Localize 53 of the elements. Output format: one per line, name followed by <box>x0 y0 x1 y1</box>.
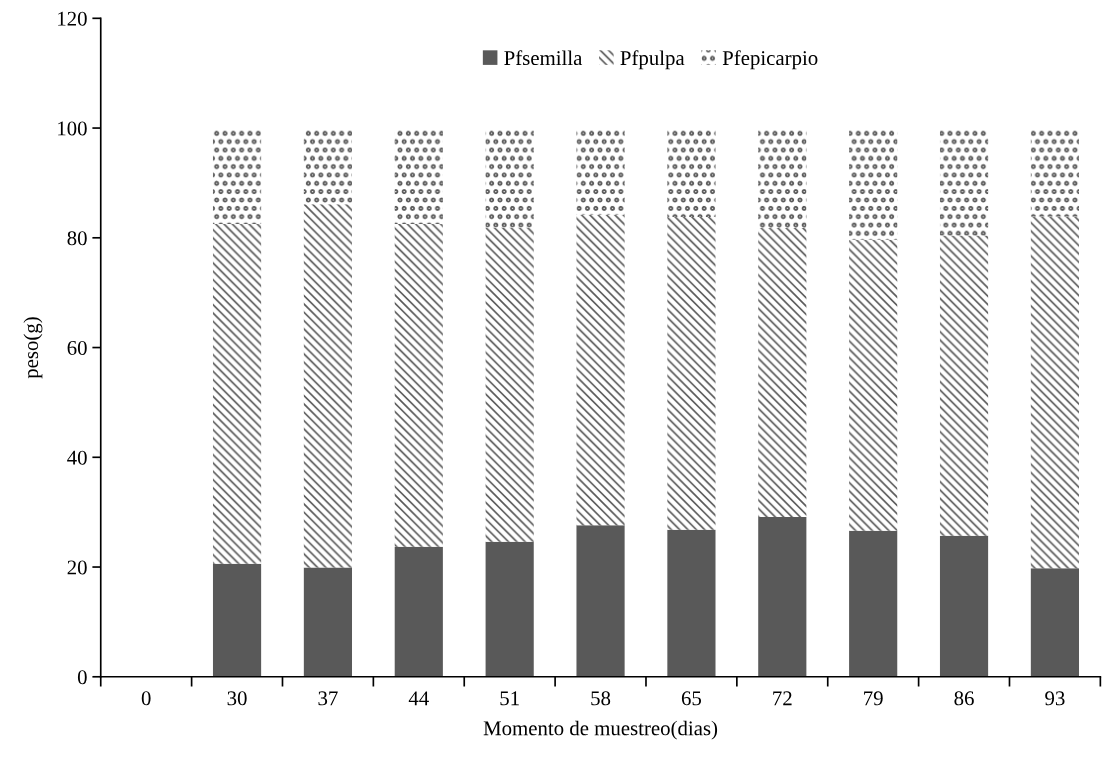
bar <box>1030 216 1079 569</box>
bar <box>667 529 716 677</box>
y-tick-label: 80 <box>67 231 87 246</box>
bar <box>758 128 807 228</box>
x-tick-label: 0 <box>141 691 151 706</box>
bar <box>303 204 353 568</box>
bar <box>939 235 989 536</box>
bar <box>576 525 625 677</box>
legend-label: Pfsemilla <box>504 50 583 66</box>
bar <box>394 224 443 547</box>
bar <box>303 128 353 205</box>
bar <box>212 224 262 564</box>
bar <box>1030 568 1079 677</box>
y-tick-label: 100 <box>58 121 87 136</box>
y-tick-label: 120 <box>58 11 87 26</box>
x-tick-label: 79 <box>864 691 883 706</box>
bar <box>485 128 534 228</box>
bar <box>485 541 534 677</box>
bar <box>394 128 443 225</box>
bar <box>939 535 989 677</box>
bar <box>849 240 898 531</box>
bar <box>758 517 807 677</box>
bar <box>576 128 625 215</box>
y-tick-label: 40 <box>67 450 87 465</box>
x-tick-label: 37 <box>318 691 338 706</box>
legend-label: Pfpulpa <box>620 50 685 70</box>
x-tick-label: 72 <box>773 691 792 706</box>
x-tick-label: 58 <box>591 691 611 706</box>
y-tick-label: 60 <box>67 340 87 355</box>
bar <box>1030 128 1079 217</box>
x-tick-label: 51 <box>500 691 519 706</box>
bar <box>849 128 898 240</box>
bar <box>212 128 262 225</box>
bar <box>212 563 262 677</box>
x-axis-title: Momento de muestreo(dias) <box>483 720 718 740</box>
bar <box>939 128 989 236</box>
x-tick-label: 65 <box>681 691 702 706</box>
bar <box>576 214 625 526</box>
x-tick-label: 30 <box>227 691 247 706</box>
x-tick-label: 93 <box>1045 691 1065 706</box>
bar <box>758 227 807 518</box>
y-tick-label: 0 <box>77 670 87 685</box>
bar <box>667 216 716 530</box>
bar <box>667 128 716 217</box>
bar <box>485 227 534 542</box>
y-tick-label: 20 <box>67 560 87 575</box>
bar <box>394 546 443 677</box>
legend-label: Pfepicarpio <box>722 50 818 70</box>
bar <box>849 530 898 677</box>
x-tick-label: 86 <box>954 691 974 706</box>
bar <box>303 567 353 677</box>
x-tick-label: 44 <box>408 691 429 706</box>
y-axis-title: peso(g) <box>23 317 43 379</box>
